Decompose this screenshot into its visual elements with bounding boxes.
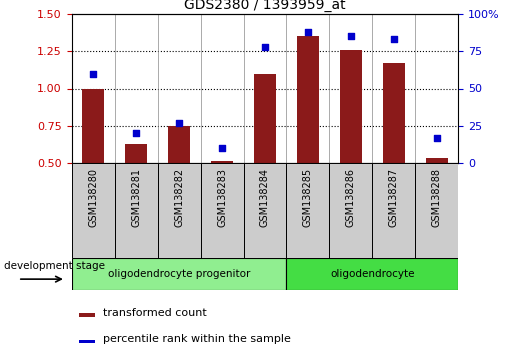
Point (390, 36, 398, 42)
Text: GSM138287: GSM138287 (389, 167, 399, 227)
Text: percentile rank within the sample: percentile rank within the sample (102, 334, 290, 344)
Point (347, 34, 355, 39)
Bar (72, 163, 114, 258)
Text: development stage: development stage (4, 261, 104, 272)
Bar (200, 163, 243, 258)
Bar (254, 74, 276, 163)
Point (261, 44, 269, 50)
Text: GSM138280: GSM138280 (88, 167, 98, 227)
Text: transformed count: transformed count (102, 308, 206, 318)
Bar (287, 163, 330, 258)
Text: GSM138282: GSM138282 (174, 167, 184, 227)
Point (304, 29, 312, 35)
Bar (297, 36, 319, 163)
Bar (330, 163, 373, 258)
Bar (80, 313, 95, 317)
Bar (416, 163, 458, 258)
Text: GSM138286: GSM138286 (346, 167, 356, 227)
Point (132, 130, 140, 136)
Point (432, 135, 441, 141)
Title: GDS2380 / 1393959_at: GDS2380 / 1393959_at (184, 0, 346, 12)
Bar (211, 161, 233, 163)
Bar (114, 163, 157, 258)
Bar (169, 126, 190, 163)
Point (218, 145, 226, 151)
Bar (80, 339, 95, 343)
Text: GSM138281: GSM138281 (131, 167, 141, 227)
Text: oligodendrocyte progenitor: oligodendrocyte progenitor (108, 269, 250, 279)
Bar (125, 143, 147, 163)
Bar (287, 258, 458, 290)
Point (175, 120, 183, 126)
Text: GSM138283: GSM138283 (217, 167, 227, 227)
Point (89, 71, 98, 76)
Bar (383, 63, 405, 163)
Text: oligodendrocyte: oligodendrocyte (330, 269, 414, 279)
Bar (157, 163, 200, 258)
Text: GSM138288: GSM138288 (432, 167, 442, 227)
Bar (340, 50, 361, 163)
Bar (373, 163, 416, 258)
Bar (72, 258, 287, 290)
Text: GSM138285: GSM138285 (303, 167, 313, 227)
Bar (82, 88, 104, 163)
Text: GSM138284: GSM138284 (260, 167, 270, 227)
Bar (243, 163, 287, 258)
Bar (426, 158, 448, 163)
